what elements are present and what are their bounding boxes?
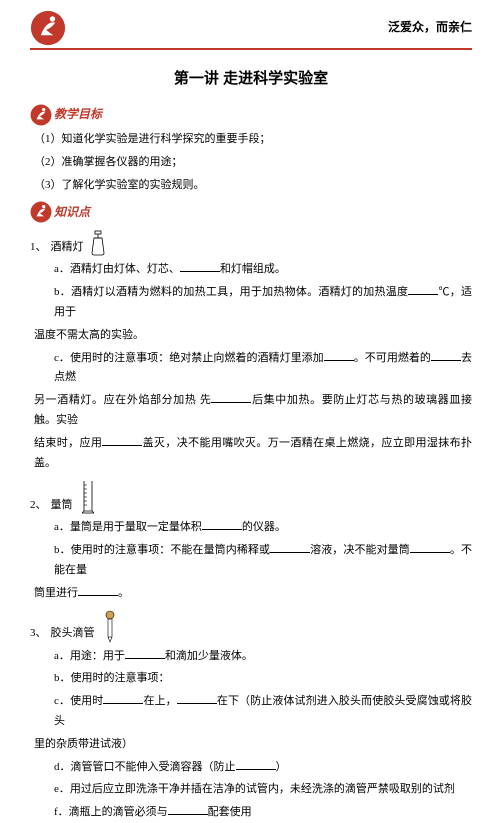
item-3-name: 胶头滴管 xyxy=(51,624,95,644)
item-1-num: 1、 xyxy=(30,238,47,258)
alcohol-lamp-icon xyxy=(88,229,108,257)
blank xyxy=(324,349,354,361)
item-3-header: 3、 胶头滴管 xyxy=(30,610,472,644)
objective-2: （2）准确掌握各仪器的用途； xyxy=(30,153,472,173)
blank xyxy=(408,283,438,295)
blank xyxy=(78,584,118,596)
section-icon xyxy=(30,104,52,126)
objective-3: （3）了解化学实验室的实验规则。 xyxy=(30,176,472,196)
section-objectives-header: 教学目标 xyxy=(30,104,472,126)
page-title: 第一讲 走进科学实验室 xyxy=(30,65,472,92)
objectives-title: 教学目标 xyxy=(54,104,102,126)
blank xyxy=(236,758,276,770)
item-3-b: b．使用时的注意事项： xyxy=(30,669,472,689)
section-knowledge-header: 知识点 xyxy=(30,201,472,223)
item-1-header: 1、 酒精灯 xyxy=(30,229,472,257)
dropper-icon xyxy=(103,610,117,644)
blank xyxy=(177,692,217,704)
blank xyxy=(125,647,165,659)
objective-1: （1）知道化学实验是进行科学探究的重要手段； xyxy=(30,130,472,150)
item-1-c2: 另一酒精灯。应在外焰部分加热 先后集中加热。要防止灯芯与热的玻璃器皿接触。实验 xyxy=(30,391,472,431)
item-1-c1: c．使用时的注意事项：绝对禁止向燃着的酒精灯里添加。不可用燃着的去点燃 xyxy=(30,349,472,389)
item-1-b: b．酒精灯以酒精为燃料的加热工具，用于加热物体。酒精灯的加热温度℃，适用于 xyxy=(30,283,472,323)
section-icon xyxy=(30,201,52,223)
blank xyxy=(168,803,208,815)
item-3-a: a．用途：用于和滴加少量液体。 xyxy=(30,647,472,667)
blank xyxy=(180,260,220,272)
item-2-b2: 筒里进行。 xyxy=(30,584,472,604)
item-1-c3: 结束时，应用盖灭，决不能用嘴吹灭。万一酒精在桌上燃烧，应立即用湿抹布扑盖。 xyxy=(30,434,472,474)
item-1-a: a．酒精灯由灯体、灯芯、和灯帽组成。 xyxy=(30,260,472,280)
blank xyxy=(102,434,142,446)
item-3-f: f．滴瓶上的滴管必须与配套使用 xyxy=(30,803,472,823)
blank xyxy=(410,541,450,553)
logo-icon xyxy=(30,10,66,46)
page-header: 泛爱众，而亲仁 xyxy=(30,10,472,50)
blank xyxy=(202,518,242,530)
item-3-c: c．使用时在上，在下（防止液体试剂进入胶头而使胶头受腐蚀或将胶头 xyxy=(30,692,472,732)
item-2-a: a．量筒是用于量取一定量体积的仪器。 xyxy=(30,518,472,538)
item-2-header: 2、 量筒 xyxy=(30,479,472,515)
item-3-e: e．用过后应立即洗涤干净并插在洁净的试管内，未经洗涤的滴管严禁吸取别的试剂 xyxy=(30,780,472,800)
blank xyxy=(103,692,143,704)
item-1-b2: 温度不需太高的实验。 xyxy=(30,326,472,346)
item-1-name: 酒精灯 xyxy=(51,238,84,258)
graduated-cylinder-icon xyxy=(81,479,95,515)
item-3-c2: 里的杂质带进试液） xyxy=(30,735,472,755)
blank xyxy=(211,391,251,403)
knowledge-title: 知识点 xyxy=(54,202,90,224)
blank xyxy=(431,349,461,361)
blank xyxy=(270,541,310,553)
item-2-b: b．使用时的注意事项：不能在量筒内稀释或溶液，决不能对量筒。不能在量 xyxy=(30,541,472,581)
item-2-name: 量筒 xyxy=(51,496,73,516)
header-motto: 泛爱众，而亲仁 xyxy=(388,17,472,39)
item-2-num: 2、 xyxy=(30,496,47,516)
item-3-num: 3、 xyxy=(30,624,47,644)
item-3-d: d．滴管管口不能伸入受滴容器（防止） xyxy=(30,758,472,778)
